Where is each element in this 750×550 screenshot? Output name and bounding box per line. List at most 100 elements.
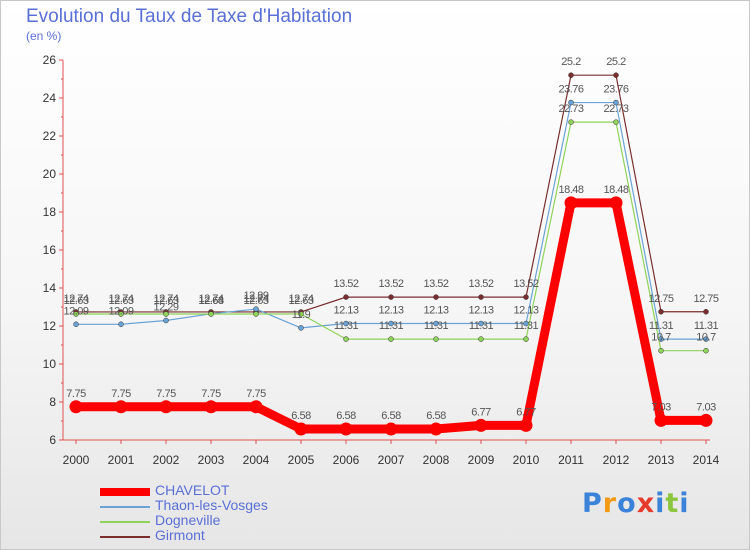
- data-label: 12.75: [693, 293, 718, 305]
- data-label: 12.13: [333, 305, 358, 317]
- y-tick-label: 16: [43, 243, 57, 257]
- data-label: 11.31: [379, 320, 404, 332]
- data-label: 25.2: [561, 56, 581, 68]
- data-point: [73, 311, 79, 317]
- data-label: 10.7: [651, 332, 671, 344]
- data-label: 13.52: [468, 278, 493, 290]
- data-point: [343, 320, 349, 327]
- data-label: 13.52: [423, 278, 448, 290]
- x-tick-label: 2005: [288, 453, 315, 467]
- data-label: 7.75: [201, 388, 221, 400]
- data-point: [118, 321, 124, 328]
- data-point: [73, 321, 79, 328]
- data-point: [433, 320, 439, 327]
- data-label: 11.31: [469, 320, 494, 332]
- x-tick-label: 2011: [558, 453, 584, 467]
- data-point: [384, 422, 398, 436]
- data-label: 7.03: [696, 401, 716, 413]
- data-point: [523, 336, 529, 342]
- data-label: 13.52: [378, 278, 403, 290]
- logo-letter: P: [582, 488, 603, 519]
- data-point: [114, 400, 128, 414]
- data-point: [703, 336, 709, 342]
- data-label: 12.13: [513, 305, 538, 317]
- data-label: 12.29: [153, 301, 178, 313]
- data-label: 18.48: [558, 184, 583, 196]
- y-tick-label: 20: [43, 167, 57, 181]
- data-point: [388, 320, 394, 327]
- legend-label: Dogneville: [155, 512, 221, 528]
- data-point: [658, 309, 664, 315]
- data-point: [568, 72, 574, 78]
- data-label: 12.63: [288, 295, 313, 307]
- y-tick-label: 18: [43, 205, 57, 219]
- data-label: 12.13: [468, 305, 493, 317]
- x-tick-label: 2013: [648, 453, 675, 467]
- data-label: 18.48: [603, 184, 628, 196]
- data-point: [204, 400, 218, 414]
- data-point: [118, 311, 124, 317]
- y-tick-label: 10: [43, 357, 57, 371]
- data-label: 12.74: [63, 293, 88, 305]
- data-label: 22.73: [558, 103, 583, 115]
- data-point: [249, 400, 263, 414]
- data-label: 7.75: [66, 388, 86, 400]
- data-point: [523, 320, 529, 327]
- data-point: [388, 294, 394, 300]
- data-label: 7.75: [246, 388, 266, 400]
- data-label: 12.13: [423, 305, 448, 317]
- data-point: [433, 294, 439, 300]
- data-point: [163, 311, 169, 317]
- data-label: 6.58: [291, 410, 311, 422]
- logo-letter: i: [655, 488, 666, 519]
- x-tick-label: 2006: [333, 453, 360, 467]
- data-label: 6.58: [426, 410, 446, 422]
- y-tick-label: 14: [43, 281, 57, 295]
- data-label: 11.31: [649, 320, 674, 332]
- y-tick-label: 6: [49, 433, 56, 447]
- data-label: 12.09: [108, 305, 133, 317]
- data-label: 11.31: [694, 320, 719, 332]
- data-point: [69, 400, 83, 414]
- data-point: [654, 413, 668, 427]
- data-label: 11.31: [514, 320, 539, 332]
- logo-letter: r: [602, 488, 618, 519]
- data-label: 12.63: [243, 295, 268, 307]
- data-label: 12.64: [198, 295, 223, 307]
- x-tick-label: 2014: [693, 453, 720, 467]
- x-tick-label: 2000: [63, 453, 90, 467]
- data-label: 13.52: [513, 278, 538, 290]
- data-label: 13.52: [333, 278, 358, 290]
- x-tick-label: 2007: [378, 453, 405, 467]
- data-point: [609, 196, 623, 210]
- legend-label: CHAVELOT: [155, 482, 230, 498]
- data-label: 6.77: [516, 406, 536, 418]
- data-label: 12.74: [108, 293, 133, 305]
- chart-title: Evolution du Taux de Taxe d'Habitation: [26, 6, 353, 27]
- data-label: 7.75: [111, 388, 131, 400]
- x-tick-label: 2001: [108, 453, 135, 467]
- data-label: 12.63: [108, 295, 133, 307]
- logo-letter: o: [617, 488, 637, 519]
- logo-letter: t: [665, 488, 680, 519]
- x-tick-label: 2003: [198, 453, 225, 467]
- data-label: 6.77: [471, 406, 491, 418]
- data-label: 22.73: [603, 103, 628, 115]
- y-tick-label: 26: [43, 53, 57, 67]
- data-point: [429, 422, 443, 436]
- data-point: [388, 336, 394, 342]
- data-point: [568, 119, 574, 125]
- data-point: [478, 336, 484, 342]
- data-point: [564, 196, 578, 210]
- legend-swatch-chavelot: [100, 488, 150, 496]
- data-point: [208, 311, 214, 317]
- data-point: [519, 418, 533, 432]
- logo-letter: x: [636, 488, 656, 519]
- y-tick-label: 12: [43, 319, 57, 333]
- data-point: [613, 99, 619, 106]
- data-point: [433, 336, 439, 342]
- legend-label: Thaon-les-Vosges: [155, 497, 268, 513]
- data-point: [298, 325, 304, 331]
